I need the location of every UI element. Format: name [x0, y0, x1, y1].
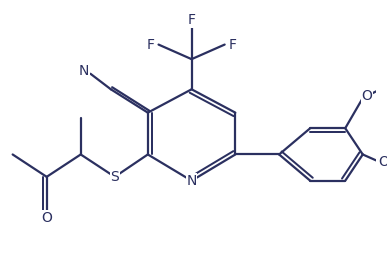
Text: F: F: [228, 38, 236, 51]
Text: N: N: [79, 64, 89, 78]
Text: F: F: [147, 38, 155, 51]
Text: O: O: [361, 89, 372, 103]
Text: O: O: [41, 211, 52, 225]
Text: N: N: [187, 174, 197, 188]
Text: O: O: [379, 155, 387, 169]
Text: F: F: [188, 13, 195, 27]
Text: S: S: [110, 170, 119, 184]
